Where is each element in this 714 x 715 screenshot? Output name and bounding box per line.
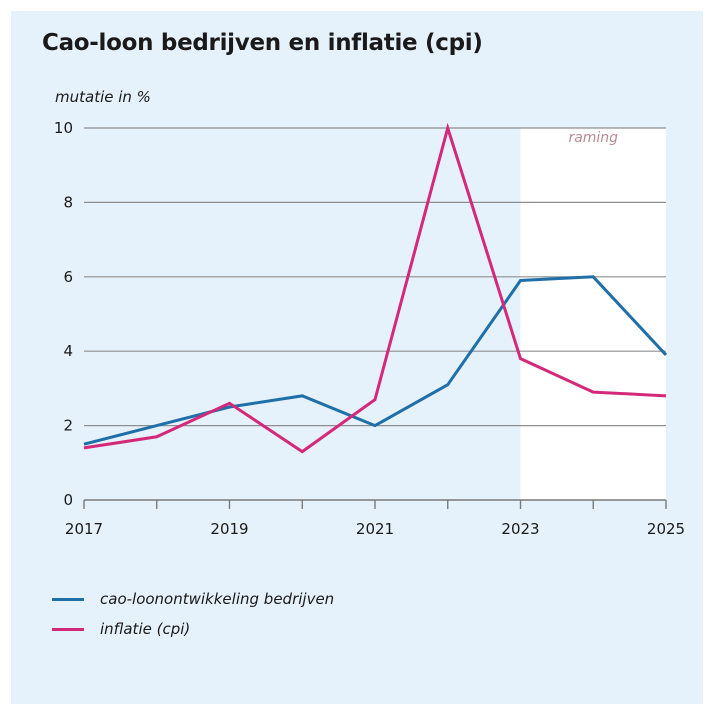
legend-item-inflation: inflatie (cpi)	[52, 614, 334, 644]
legend: cao-loonontwikkeling bedrijven inflatie …	[52, 584, 334, 644]
x-tick-label: 2023	[501, 520, 539, 538]
forecast-band	[520, 128, 666, 500]
x-tick-label: 2019	[210, 520, 248, 538]
legend-label-wages: cao-loonontwikkeling bedrijven	[100, 590, 335, 608]
x-tick-label: 2021	[356, 520, 394, 538]
legend-item-wages: cao-loonontwikkeling bedrijven	[52, 584, 334, 614]
chart-title: Cao-loon bedrijven en inflatie (cpi)	[42, 30, 483, 56]
forecast-label: raming	[568, 130, 618, 146]
x-tick-label: 2017	[65, 520, 103, 538]
legend-swatch-wages	[52, 597, 84, 601]
y-tick-label: 10	[54, 119, 73, 137]
y-tick-label: 6	[63, 268, 73, 286]
y-tick-label: 8	[63, 193, 73, 211]
x-tick-label: 2025	[647, 520, 685, 538]
y-tick-label: 0	[63, 491, 73, 509]
y-tick-label: 4	[63, 342, 73, 360]
legend-label-inflation: inflatie (cpi)	[100, 620, 191, 638]
legend-swatch-inflation	[52, 627, 84, 631]
series-line-0	[83, 275, 668, 446]
y-tick-label: 2	[63, 417, 73, 435]
series-line-1	[83, 122, 667, 454]
y-axis-label: mutatie in %	[55, 88, 151, 106]
